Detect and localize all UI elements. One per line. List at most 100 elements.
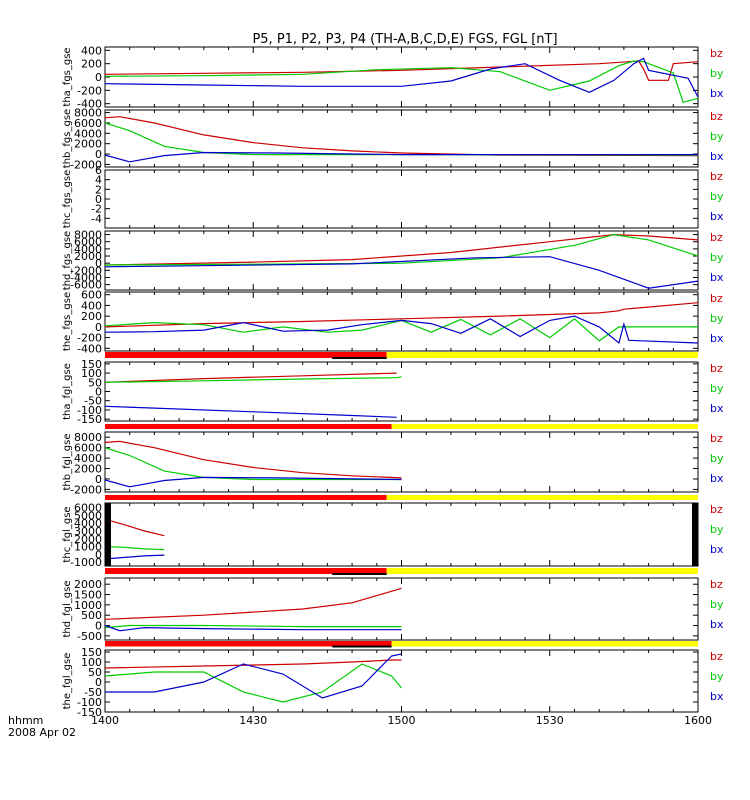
y-tick-label: -200 [77,84,102,97]
panel-frame [104,577,699,641]
series-line-by [105,663,402,703]
panel-frame [104,109,699,168]
y-tick-label: 8000 [74,431,102,444]
y-axis-label: the_fgl_gse [62,653,73,710]
panel-frame [104,431,699,493]
y-tick-label: 2000 [74,578,102,591]
mode-bar-yellow [386,352,698,358]
legend-by: by [710,312,724,325]
y-tick-label: 4000 [74,452,102,465]
y-tick-label: -50 [84,395,102,408]
y-tick-label: 200 [81,310,102,323]
mode-bar-yellow [386,568,698,574]
y-tick-label: -1000 [70,556,102,569]
legend-bx: bx [710,332,724,345]
y-tick-label: 1000 [74,599,102,612]
panel-4: 80006000400020000-2000-4000-6000thd_fgs_… [62,229,724,292]
y-tick-label: 0 [95,257,102,270]
series-line-by [105,60,698,104]
y-tick-label: 6000 [74,117,102,130]
series-line-bz [105,116,698,157]
legend-by: by [710,598,724,611]
y-tick-label: 3000 [74,525,102,538]
y-tick-label: 0 [95,548,102,561]
series-line-bz [105,302,698,328]
y-tick-label: 0 [95,71,102,84]
y-axis-label: tha_fgs_gse [62,47,73,106]
legend-bx: bx [710,402,724,415]
y-tick-label: -2000 [70,264,102,277]
series-line-bx [105,151,698,163]
y-axis-label: thb_fgl_gse [62,434,73,491]
y-tick-label: 4000 [74,243,102,256]
series-line-by [105,233,698,266]
thc-right-bar [692,503,698,566]
y-tick-label: 6000 [74,502,102,515]
y-axis-label: thb_fgs_gse [62,109,73,168]
series-line-bx [105,315,698,345]
mode-bar-yellow [391,424,698,429]
y-tick-label: 4000 [74,517,102,530]
y-tick-label: 6 [95,164,102,177]
y-tick-label: 8000 [74,107,102,120]
legend-by: by [710,382,724,395]
legend-bz: bz [710,578,723,591]
y-tick-label: 150 [81,646,102,659]
legend-bz: bz [710,503,723,516]
series-line-by [105,318,698,342]
y-tick-label: 0 [95,148,102,161]
y-axis-label: the_fgs_gse [62,292,73,351]
y-tick-label: -4000 [70,271,102,284]
y-tick-label: 4 [95,174,102,187]
mode-bar-yellow [386,495,698,500]
series-line-bx [105,57,698,98]
y-tick-label: 400 [81,299,102,312]
legend-bx: bx [710,690,724,703]
series-line-bx [105,256,698,289]
y-tick-label: 600 [81,289,102,302]
chart-title: P5, P1, P2, P3, P4 (TH-A,B,C,D,E) FGS, F… [252,32,557,47]
y-tick-label: 0 [95,473,102,486]
legend-by: by [710,130,724,143]
y-tick-label: 2000 [74,463,102,476]
legend-bx: bx [710,271,724,284]
y-tick-label: -400 [77,342,102,355]
y-tick-label: -100 [77,696,102,709]
legend-by: by [710,67,724,80]
x-tick-label: 1430 [239,714,267,727]
series-line-bz [105,440,402,479]
legend-by: by [710,251,724,264]
y-tick-label: -500 [77,630,102,643]
legend-bz: bz [710,170,723,183]
panel-frame [104,46,699,108]
y-tick-label: 50 [88,376,102,389]
y-tick-label: 0 [95,620,102,633]
legend-bx: bx [710,472,724,485]
y-tick-label: 50 [88,666,102,679]
series-line-by [105,122,698,156]
y-tick-label: 1500 [74,589,102,602]
series-line-bz [105,659,402,669]
y-axis-label: thd_fgl_gse [62,581,73,638]
y-tick-label: -2000 [70,483,102,496]
y-tick-label: 0 [95,676,102,689]
legend-bz: bz [710,650,723,663]
y-axis-label: thc_fgl_gse [62,506,73,562]
legend-bz: bz [710,362,723,375]
panel-frame [104,169,699,229]
mode-bar-red [105,424,392,429]
legend-bx: bx [710,87,724,100]
legend-bz: bz [710,432,723,445]
y-tick-label: -4 [91,212,102,225]
panel-frame [104,230,699,291]
y-tick-label: 5000 [74,509,102,522]
series-line-bx [105,405,397,418]
series-line-by [105,624,402,629]
mode-bar-red [105,641,392,647]
